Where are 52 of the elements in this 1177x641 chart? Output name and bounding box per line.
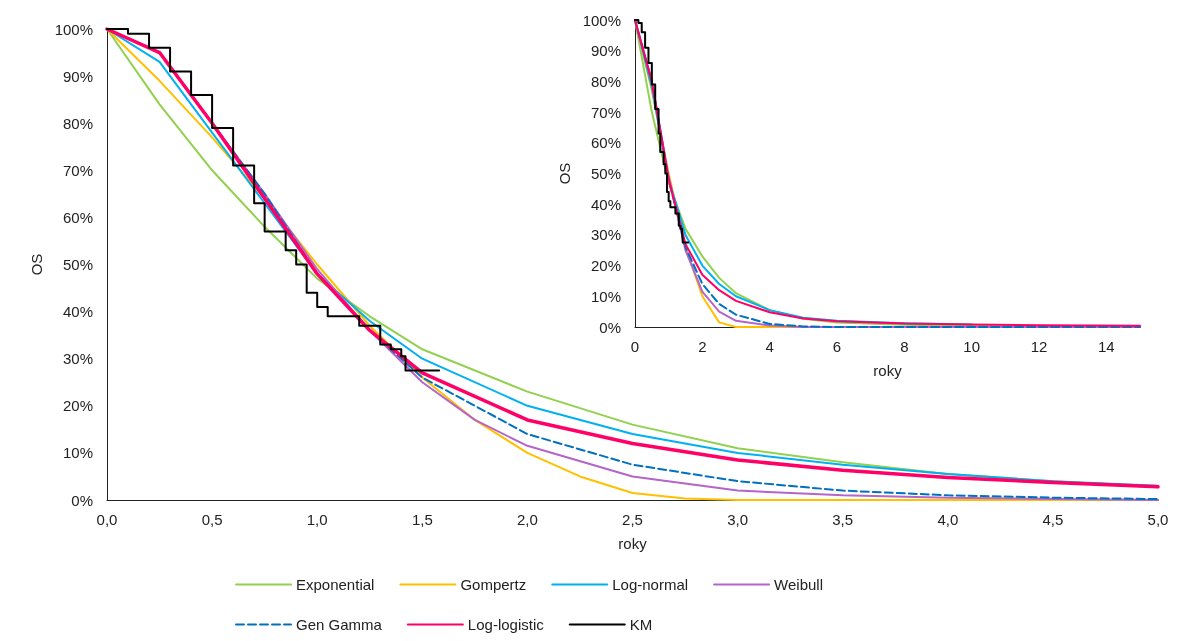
- y-tick-label: 90%: [62, 67, 93, 85]
- legend-label: KM: [629, 616, 653, 633]
- y-tick-label: 90%: [590, 42, 621, 60]
- y-tick-label: 80%: [62, 114, 93, 132]
- y-tick-label: 50%: [62, 256, 93, 273]
- y-tick-label: 20%: [590, 257, 621, 275]
- legend-label: Gen Gamma: [296, 616, 383, 633]
- legend-label: Log-normal: [612, 576, 689, 593]
- x-tick-label: 10: [963, 338, 981, 355]
- x-tick-label: 0,5: [201, 511, 223, 528]
- x-tick-label: 2,5: [622, 511, 643, 528]
- x-tick-label: 0: [630, 338, 640, 355]
- legend-label: Weibull: [774, 576, 824, 593]
- x-tick-label: 1,0: [306, 511, 328, 528]
- y-tick-label: 100%: [582, 11, 621, 29]
- y-tick-label: 80%: [590, 72, 621, 90]
- y-tick-label: 30%: [62, 350, 93, 368]
- y-tick-label: 30%: [590, 226, 621, 244]
- x-tick-label: 1,5: [411, 511, 433, 528]
- y-tick-label: 70%: [62, 161, 93, 179]
- x-tick-label: 3,0: [727, 511, 749, 528]
- x-tick-label: 12: [1030, 338, 1048, 355]
- x-tick-label: 8: [900, 338, 909, 355]
- x-tick-label: 4: [765, 338, 774, 355]
- x-tick-label: 2,0: [516, 511, 538, 528]
- legend-label: Exponential: [296, 576, 375, 593]
- legend-label: Gompertz: [460, 576, 527, 593]
- y-tick-label: 0%: [71, 491, 93, 509]
- y-axis-title: OS: [27, 253, 45, 276]
- y-tick-label: 10%: [62, 444, 93, 462]
- x-tick-label: 5,0: [1147, 511, 1169, 528]
- x-tick-label: 6: [832, 338, 842, 355]
- x-tick-label: 14: [1097, 338, 1115, 355]
- y-tick-label: 100%: [54, 20, 93, 38]
- x-tick-label: 0,0: [96, 511, 118, 528]
- x-axis-title: roky: [873, 362, 903, 379]
- x-tick-label: 3,5: [832, 511, 854, 528]
- y-tick-label: 20%: [62, 397, 93, 415]
- y-tick-label: 60%: [590, 134, 621, 152]
- y-tick-label: 40%: [590, 195, 621, 213]
- y-axis-title: OS: [555, 162, 573, 185]
- legend-label: Log-logistic: [467, 616, 545, 633]
- x-tick-label: 4,5: [1042, 511, 1064, 528]
- y-tick-label: 10%: [590, 287, 621, 305]
- y-tick-label: 70%: [590, 103, 621, 121]
- x-axis-title: roky: [618, 535, 648, 552]
- x-tick-label: 2: [698, 338, 707, 355]
- y-tick-label: 40%: [62, 303, 93, 321]
- y-tick-label: 50%: [590, 165, 621, 182]
- x-tick-label: 4,0: [937, 511, 959, 528]
- y-tick-label: 0%: [599, 318, 621, 336]
- y-tick-label: 60%: [62, 208, 93, 226]
